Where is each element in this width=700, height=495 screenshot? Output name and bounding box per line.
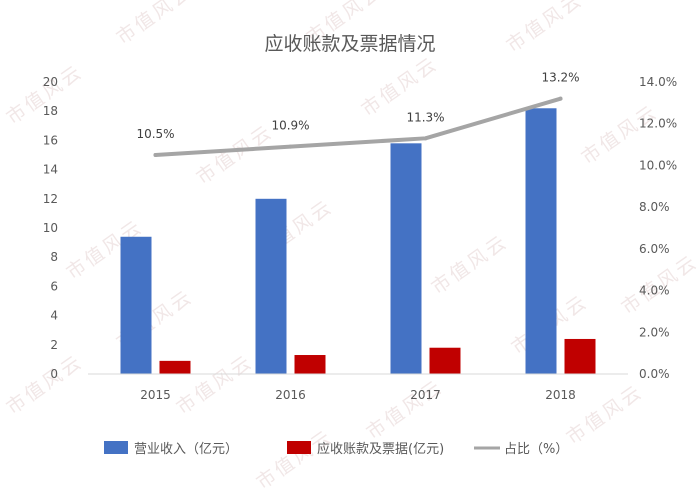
ratio-line-group: 10.5% 10.9% 11.3% 13.2%: [136, 71, 580, 157]
ratio-point: [558, 96, 563, 101]
right-axis-tick-label: 0.0%: [639, 367, 670, 381]
ratio-line: [153, 96, 563, 157]
revenue-bar: [255, 198, 287, 374]
left-axis-tick-label: 12: [43, 192, 58, 206]
legend-label-3: 占比（%）: [504, 442, 568, 457]
ratio-point: [153, 153, 158, 157]
x-axis: 2015 2016 2017 2018: [88, 373, 628, 402]
ratio-data-label: 10.5%: [136, 127, 174, 141]
right-axis-tick-label: 4.0%: [639, 284, 670, 298]
receivables-bar: [564, 338, 596, 374]
left-axis-tick-label: 8: [50, 250, 58, 264]
x-axis-tick-label: 2018: [545, 388, 576, 402]
right-axis-tick-label: 2.0%: [639, 325, 670, 339]
right-axis-tick-label: 10.0%: [639, 158, 677, 172]
ratio-data-label: 11.3%: [406, 110, 444, 124]
left-axis: 0 2 4 6 8 10 12 14 16 18 20: [43, 75, 58, 381]
bar-group: [120, 108, 596, 374]
left-axis-tick-label: 18: [43, 104, 58, 118]
receivables-bar: [429, 347, 461, 374]
x-axis-tick-label: 2017: [410, 388, 441, 402]
ratio-point: [423, 136, 428, 141]
revenue-bar: [525, 108, 557, 374]
right-axis: 0.0% 2.0% 4.0% 6.0% 8.0% 10.0% 12.0% 14.0%: [639, 75, 677, 381]
x-axis-tick-label: 2016: [275, 388, 306, 402]
legend: 营业收入（亿元） 应收账款及票据(亿元) 占比（%）: [104, 441, 568, 457]
ratio-data-label: 13.2%: [541, 71, 579, 85]
revenue-bar: [120, 236, 152, 374]
right-axis-tick-label: 12.0%: [639, 117, 677, 131]
left-axis-tick-label: 0: [50, 367, 58, 381]
chart-title: 应收账款及票据情况: [264, 33, 435, 55]
legend-label-1: 营业收入（亿元）: [134, 442, 238, 457]
x-axis-tick-label: 2015: [140, 388, 171, 402]
revenue-bar: [390, 143, 422, 374]
ratio-point: [288, 144, 293, 149]
left-axis-tick-label: 20: [43, 75, 58, 89]
legend-swatch-1: [104, 441, 128, 454]
receivables-bar: [159, 360, 191, 374]
right-axis-tick-label: 8.0%: [639, 200, 670, 214]
left-axis-tick-label: 16: [43, 133, 58, 147]
left-axis-tick-label: 10: [43, 221, 58, 235]
receivables-bar: [294, 355, 326, 374]
left-axis-tick-label: 6: [50, 279, 58, 293]
chart: 应收账款及票据情况 0 2 4 6 8 10 12 14 16 18 20 0.0% 2.0% 4.0%…: [43, 33, 677, 457]
right-axis-tick-label: 14.0%: [639, 75, 677, 89]
left-axis-tick-label: 14: [43, 163, 58, 177]
right-axis-tick-label: 6.0%: [639, 242, 670, 256]
left-axis-tick-label: 4: [50, 309, 58, 323]
legend-label-2: 应收账款及票据(亿元): [317, 441, 444, 457]
legend-swatch-2: [287, 441, 311, 454]
left-axis-tick-label: 2: [50, 338, 58, 352]
ratio-data-label: 10.9%: [271, 119, 309, 133]
